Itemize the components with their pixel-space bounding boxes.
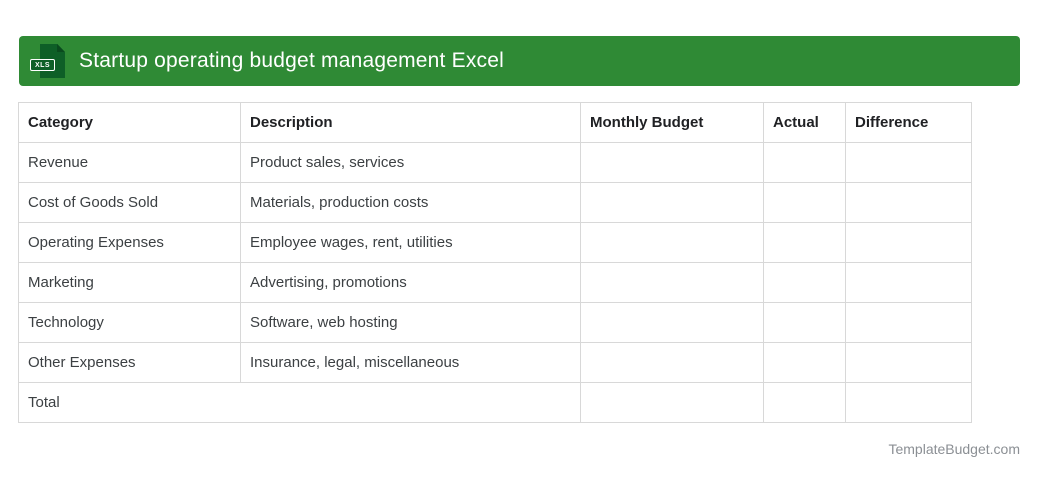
description-cell: Materials, production costs (240, 182, 581, 223)
difference-cell (845, 182, 972, 223)
category-cell: Operating Expenses (18, 222, 241, 263)
actual-cell (763, 262, 846, 303)
table-row: Revenue Product sales, services (18, 142, 972, 183)
description-cell: Product sales, services (240, 142, 581, 183)
table-row: Technology Software, web hosting (18, 302, 972, 343)
column-header-category: Category (18, 102, 241, 143)
category-cell: Cost of Goods Sold (18, 182, 241, 223)
actual-cell (763, 182, 846, 223)
description-cell: Advertising, promotions (240, 262, 581, 303)
actual-cell (763, 222, 846, 263)
budget-table: Category Description Monthly Budget Actu… (18, 102, 972, 423)
category-cell: Other Expenses (18, 342, 241, 383)
category-cell: Revenue (18, 142, 241, 183)
difference-cell (845, 262, 972, 303)
monthly-budget-cell (580, 262, 764, 303)
monthly-budget-cell (580, 302, 764, 343)
actual-cell (763, 302, 846, 343)
description-cell: Software, web hosting (240, 302, 581, 343)
difference-cell (845, 382, 972, 423)
table-header-row: Category Description Monthly Budget Actu… (18, 102, 972, 143)
table-row: Marketing Advertising, promotions (18, 262, 972, 303)
difference-cell (845, 142, 972, 183)
table-row: Cost of Goods Sold Materials, production… (18, 182, 972, 223)
footer: TemplateBudget.com (19, 441, 1020, 457)
difference-cell (845, 302, 972, 343)
monthly-budget-cell (580, 342, 764, 383)
footer-site-link[interactable]: TemplateBudget.com (888, 441, 1020, 457)
column-header-monthly-budget: Monthly Budget (580, 102, 764, 143)
column-header-description: Description (240, 102, 581, 143)
xls-file-icon: XLS (30, 42, 66, 80)
title-bar: XLS Startup operating budget management … (19, 36, 1020, 86)
description-cell: Insurance, legal, miscellaneous (240, 342, 581, 383)
table-row: Operating Expenses Employee wages, rent,… (18, 222, 972, 263)
actual-cell (763, 142, 846, 183)
monthly-budget-cell (580, 142, 764, 183)
category-cell: Marketing (18, 262, 241, 303)
total-label-cell: Total (18, 382, 581, 423)
monthly-budget-cell (580, 382, 764, 423)
table-row-total: Total (18, 382, 972, 423)
actual-cell (763, 382, 846, 423)
monthly-budget-cell (580, 182, 764, 223)
column-header-actual: Actual (763, 102, 846, 143)
page-title: Startup operating budget management Exce… (79, 49, 504, 72)
difference-cell (845, 222, 972, 263)
xls-badge: XLS (30, 59, 55, 71)
description-cell: Employee wages, rent, utilities (240, 222, 581, 263)
difference-cell (845, 342, 972, 383)
monthly-budget-cell (580, 222, 764, 263)
actual-cell (763, 342, 846, 383)
category-cell: Technology (18, 302, 241, 343)
table-row: Other Expenses Insurance, legal, miscell… (18, 342, 972, 383)
document-fold (57, 44, 65, 52)
column-header-difference: Difference (845, 102, 972, 143)
